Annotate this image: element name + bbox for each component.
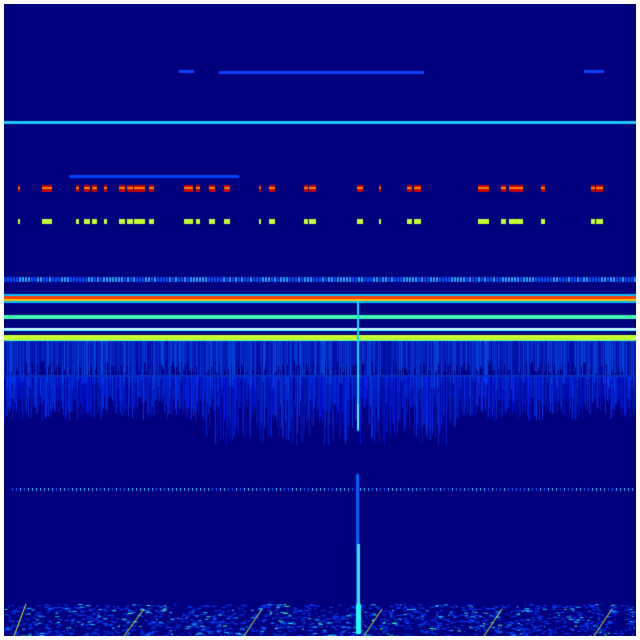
spectrogram-image xyxy=(4,4,636,636)
